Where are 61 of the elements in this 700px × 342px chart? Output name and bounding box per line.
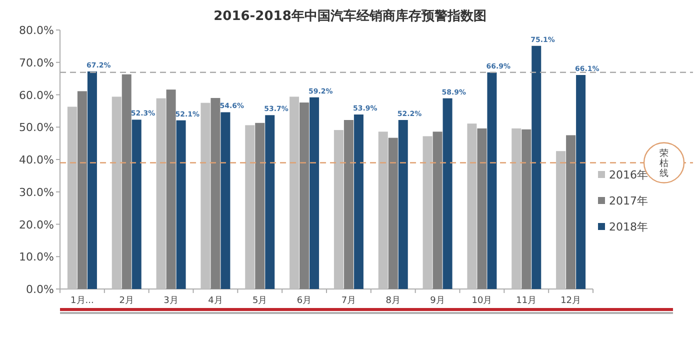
- bar: [576, 75, 586, 289]
- x-tick-label: 8月: [386, 296, 400, 306]
- bar: [210, 98, 220, 289]
- bar: [487, 72, 497, 289]
- y-tick-label: 50.0%: [19, 121, 54, 134]
- y-tick-label: 10.0%: [19, 250, 54, 264]
- x-tick-label: 6月: [296, 296, 312, 306]
- bar: [512, 128, 522, 289]
- bar: [344, 120, 354, 289]
- bar: [432, 132, 442, 289]
- bar: [378, 132, 388, 289]
- x-tick-label: 11月: [516, 296, 537, 306]
- x-tick-label: 12月: [560, 296, 582, 306]
- legend-label: 2017年: [609, 194, 648, 208]
- bar: [67, 106, 77, 289]
- bar: [398, 120, 408, 289]
- x-tick-label: 5月: [252, 296, 268, 306]
- bar: [166, 90, 176, 289]
- bar: [265, 115, 275, 289]
- bar: [422, 136, 432, 289]
- bar: [87, 71, 97, 289]
- y-tick-label: 80.0%: [19, 24, 54, 37]
- x-tick-label: 10月: [472, 296, 492, 306]
- bar: [354, 114, 364, 289]
- chart-title: 2016-2018年中国汽车经销商库存预警指数图: [214, 8, 486, 24]
- bar: [556, 151, 566, 289]
- bar: [200, 102, 210, 289]
- bar: [532, 46, 542, 289]
- bar: [467, 124, 477, 289]
- bar: [245, 125, 255, 289]
- y-tick-label: 40.0%: [19, 154, 54, 166]
- bar: [566, 135, 576, 289]
- legend-label: 2018年: [609, 220, 648, 234]
- y-tick-label: 0.0%: [26, 283, 54, 296]
- y-tick-label: 20.0%: [19, 218, 54, 232]
- x-tick-label: 3月: [164, 296, 178, 306]
- bar: [132, 120, 142, 289]
- bar: [388, 138, 398, 289]
- y-tick-label: 70.0%: [19, 56, 54, 70]
- bar: [300, 102, 310, 289]
- y-tick-label: 60.0%: [19, 88, 54, 102]
- bar: [290, 96, 300, 289]
- bar: [220, 112, 230, 289]
- x-tick-label: 4月: [208, 296, 223, 306]
- x-tick-label: 7月: [341, 296, 356, 306]
- x-tick-label: 2月: [119, 296, 134, 306]
- bar: [255, 122, 265, 289]
- bar: [176, 120, 186, 289]
- bar: [442, 98, 452, 289]
- y-tick-label: 30.0%: [19, 186, 54, 199]
- bar: [334, 130, 344, 289]
- bar: [122, 74, 132, 289]
- x-tick-label: 9月: [430, 296, 445, 306]
- bar: [477, 128, 487, 289]
- bar: [77, 91, 87, 289]
- ref-line-label: 荣枯线: [660, 148, 668, 180]
- bar: [156, 98, 166, 289]
- x-tick-label: 1月...: [70, 296, 94, 306]
- bar: [522, 129, 532, 289]
- bar: [112, 96, 122, 289]
- bar: [310, 97, 320, 289]
